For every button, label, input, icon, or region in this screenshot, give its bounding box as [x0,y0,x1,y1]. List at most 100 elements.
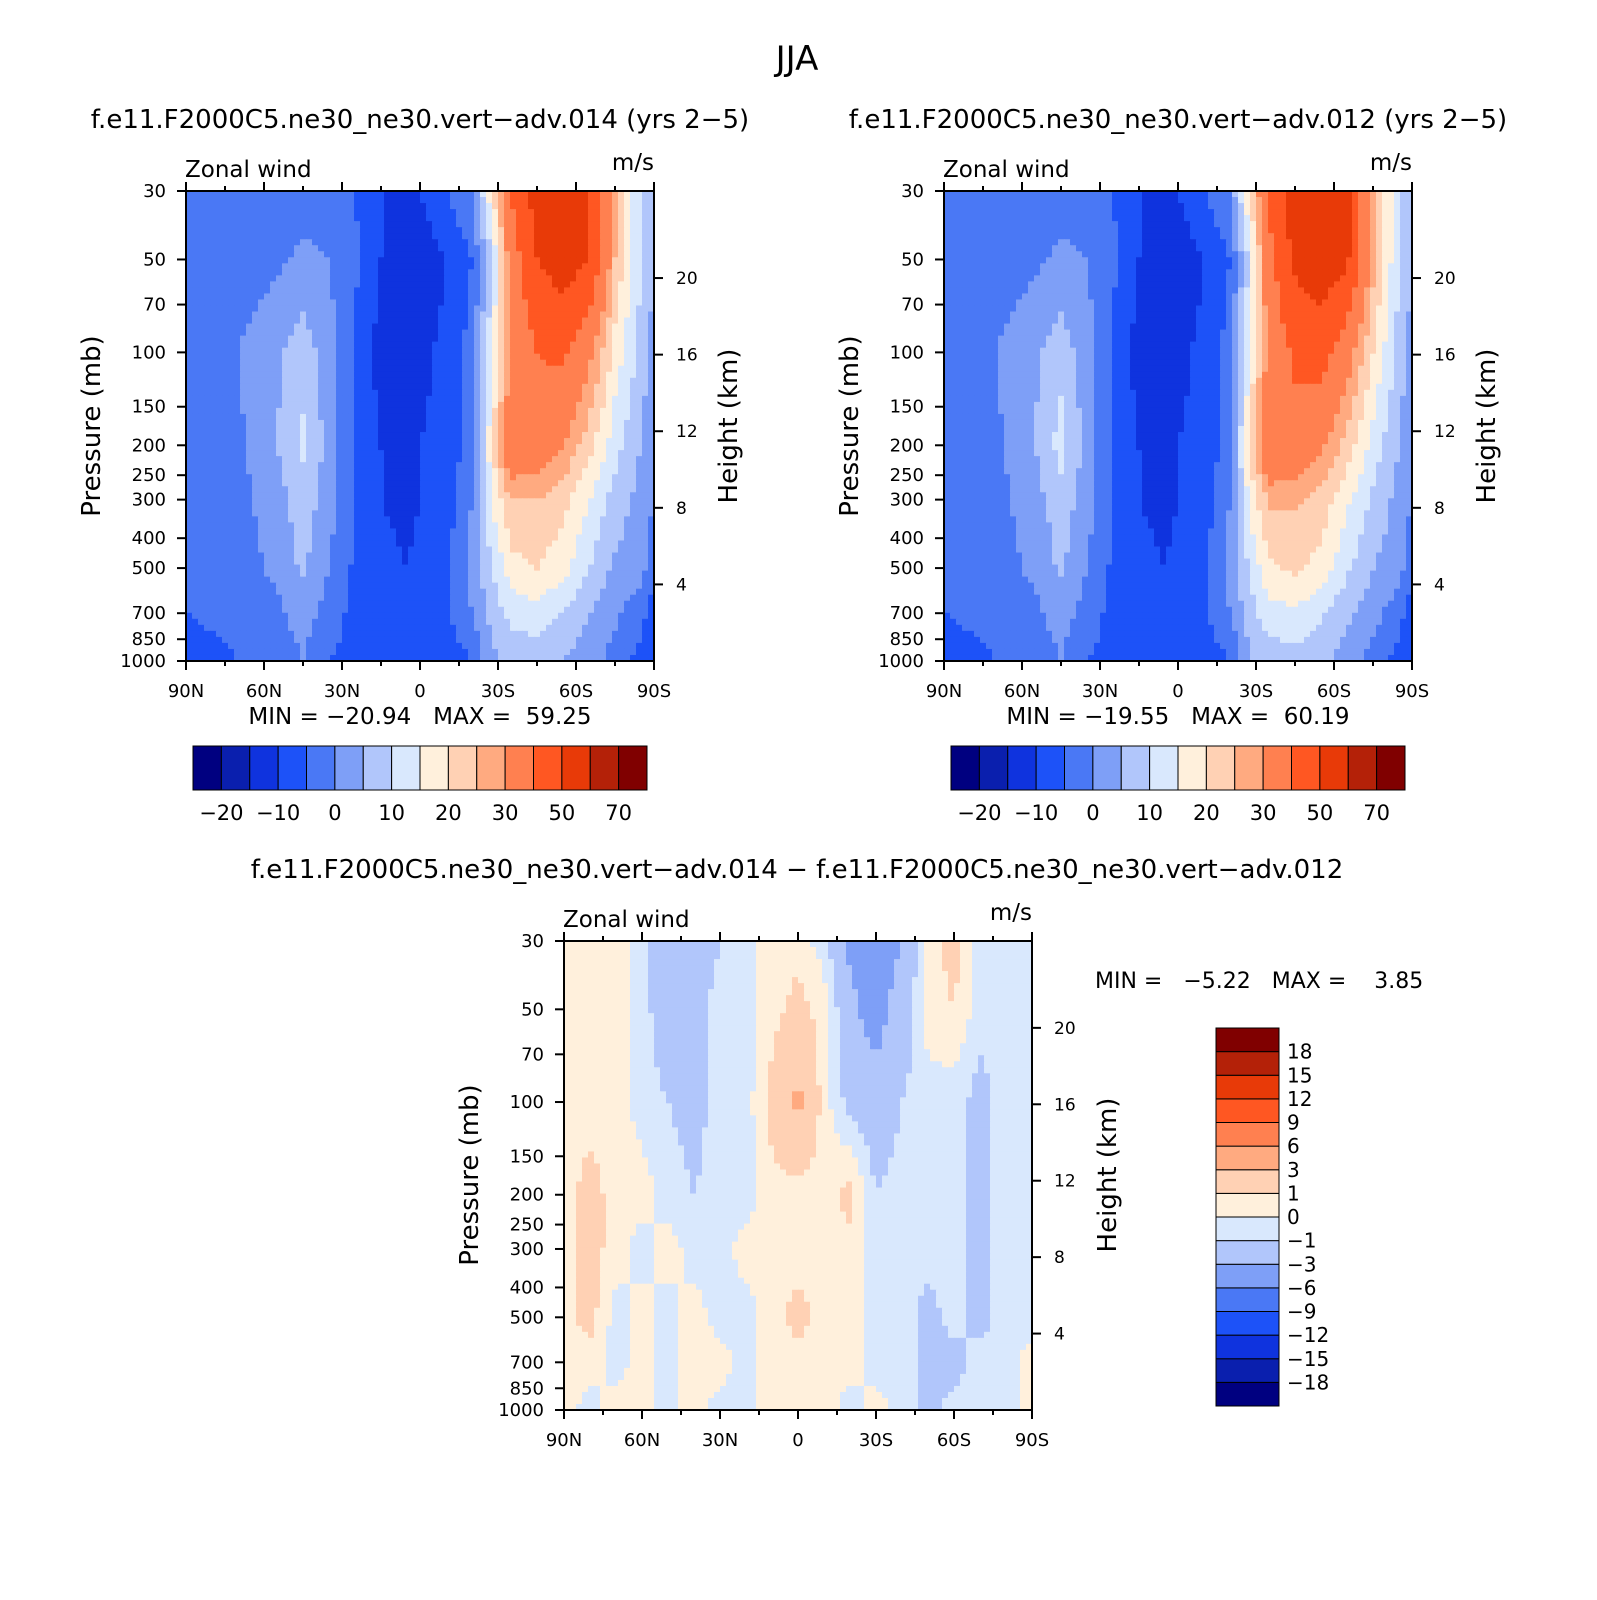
contour-cell [276,371,283,379]
contour-cell [318,516,325,524]
contour-cell [222,504,229,511]
contour-cell [558,359,565,367]
contour-cell [510,203,517,210]
contour-cell [498,323,505,331]
contour-cell [252,191,259,198]
contour-cell [588,365,595,373]
contour-cell [234,498,241,505]
contour-cell [378,293,385,301]
contour-cell [264,209,271,216]
contour-cell [480,215,487,222]
contour-cell [438,516,445,524]
contour-cell [414,438,421,445]
contour-cell [456,215,463,222]
contour-cell [432,281,439,289]
contour-cell [462,209,469,216]
contour-cell [522,492,529,499]
contour-cell [384,462,391,469]
contour-cell [300,480,307,487]
contour-cell [288,371,295,379]
contour-cell [546,558,553,566]
contour-cell [438,480,445,487]
contour-cell [258,474,265,481]
contour-cell [564,371,571,379]
contour-cell [384,203,391,210]
contour-cell [354,456,361,463]
contour-cell [546,317,553,325]
contour-cell [348,401,355,409]
contour-cell [540,245,547,252]
contour-cell [384,546,391,554]
contour-cell [354,558,361,566]
contour-cell [462,347,469,355]
contour-cell [474,407,481,415]
contour-cell [288,474,295,481]
contour-cell [414,233,421,240]
contour-cell [480,486,487,493]
contour-cell [486,215,493,222]
contour-cell [420,329,427,337]
contour-cell [252,197,259,204]
contour-cell [432,407,439,415]
contour-cell [426,239,433,246]
contour-cell [432,293,439,301]
contour-cell [396,450,403,457]
contour-cell [246,432,253,439]
contour-cell [390,540,397,548]
contour-cell [294,468,301,475]
contour-cell [240,317,247,325]
contour-cell [618,546,625,554]
contour-cell [240,504,247,511]
contour-cell [234,275,241,282]
contour-cell [390,474,397,481]
contour-cell [468,257,475,264]
contour-cell [420,498,427,505]
contour-cell [636,419,643,427]
contour-cell [426,389,433,397]
contour-cell [372,450,379,457]
contour-cell [612,401,619,409]
contour-cell [534,275,541,282]
contour-cell [318,444,325,451]
contour-cell [366,540,373,548]
contour-cell [300,528,307,536]
contour-cell [396,426,403,433]
contour-cell [552,492,559,499]
contour-cell [198,287,205,295]
contour-cell [420,191,427,198]
contour-cell [474,227,481,234]
contour-cell [432,365,439,373]
contour-cell [498,215,505,222]
contour-cell [360,438,367,445]
contour-cell [408,221,415,228]
contour-cell [246,389,253,397]
contour-cell [210,329,217,337]
contour-cell [486,227,493,234]
contour-cell [510,546,517,554]
contour-cell [540,401,547,409]
contour-cell [204,263,211,270]
contour-cell [198,480,205,487]
contour-cell [552,233,559,240]
contour-cell [294,197,301,204]
contour-cell [522,413,529,421]
contour-cell [360,450,367,457]
contour-cell [498,389,505,397]
contour-cell [630,209,637,216]
contour-cell [528,401,535,409]
contour-cell [426,552,433,560]
contour-cell [246,498,253,505]
contour-cell [480,389,487,397]
contour-cell [306,450,313,457]
contour-cell [318,522,325,530]
contour-cell [504,546,511,554]
contour-cell [552,510,559,517]
contour-cell [558,293,565,301]
contour-cell [414,552,421,560]
contour-cell [252,528,259,536]
contour-cell [486,534,493,542]
contour-cell [486,444,493,451]
contour-cell [516,371,523,379]
contour-cell [606,401,613,409]
contour-cell [372,516,379,524]
